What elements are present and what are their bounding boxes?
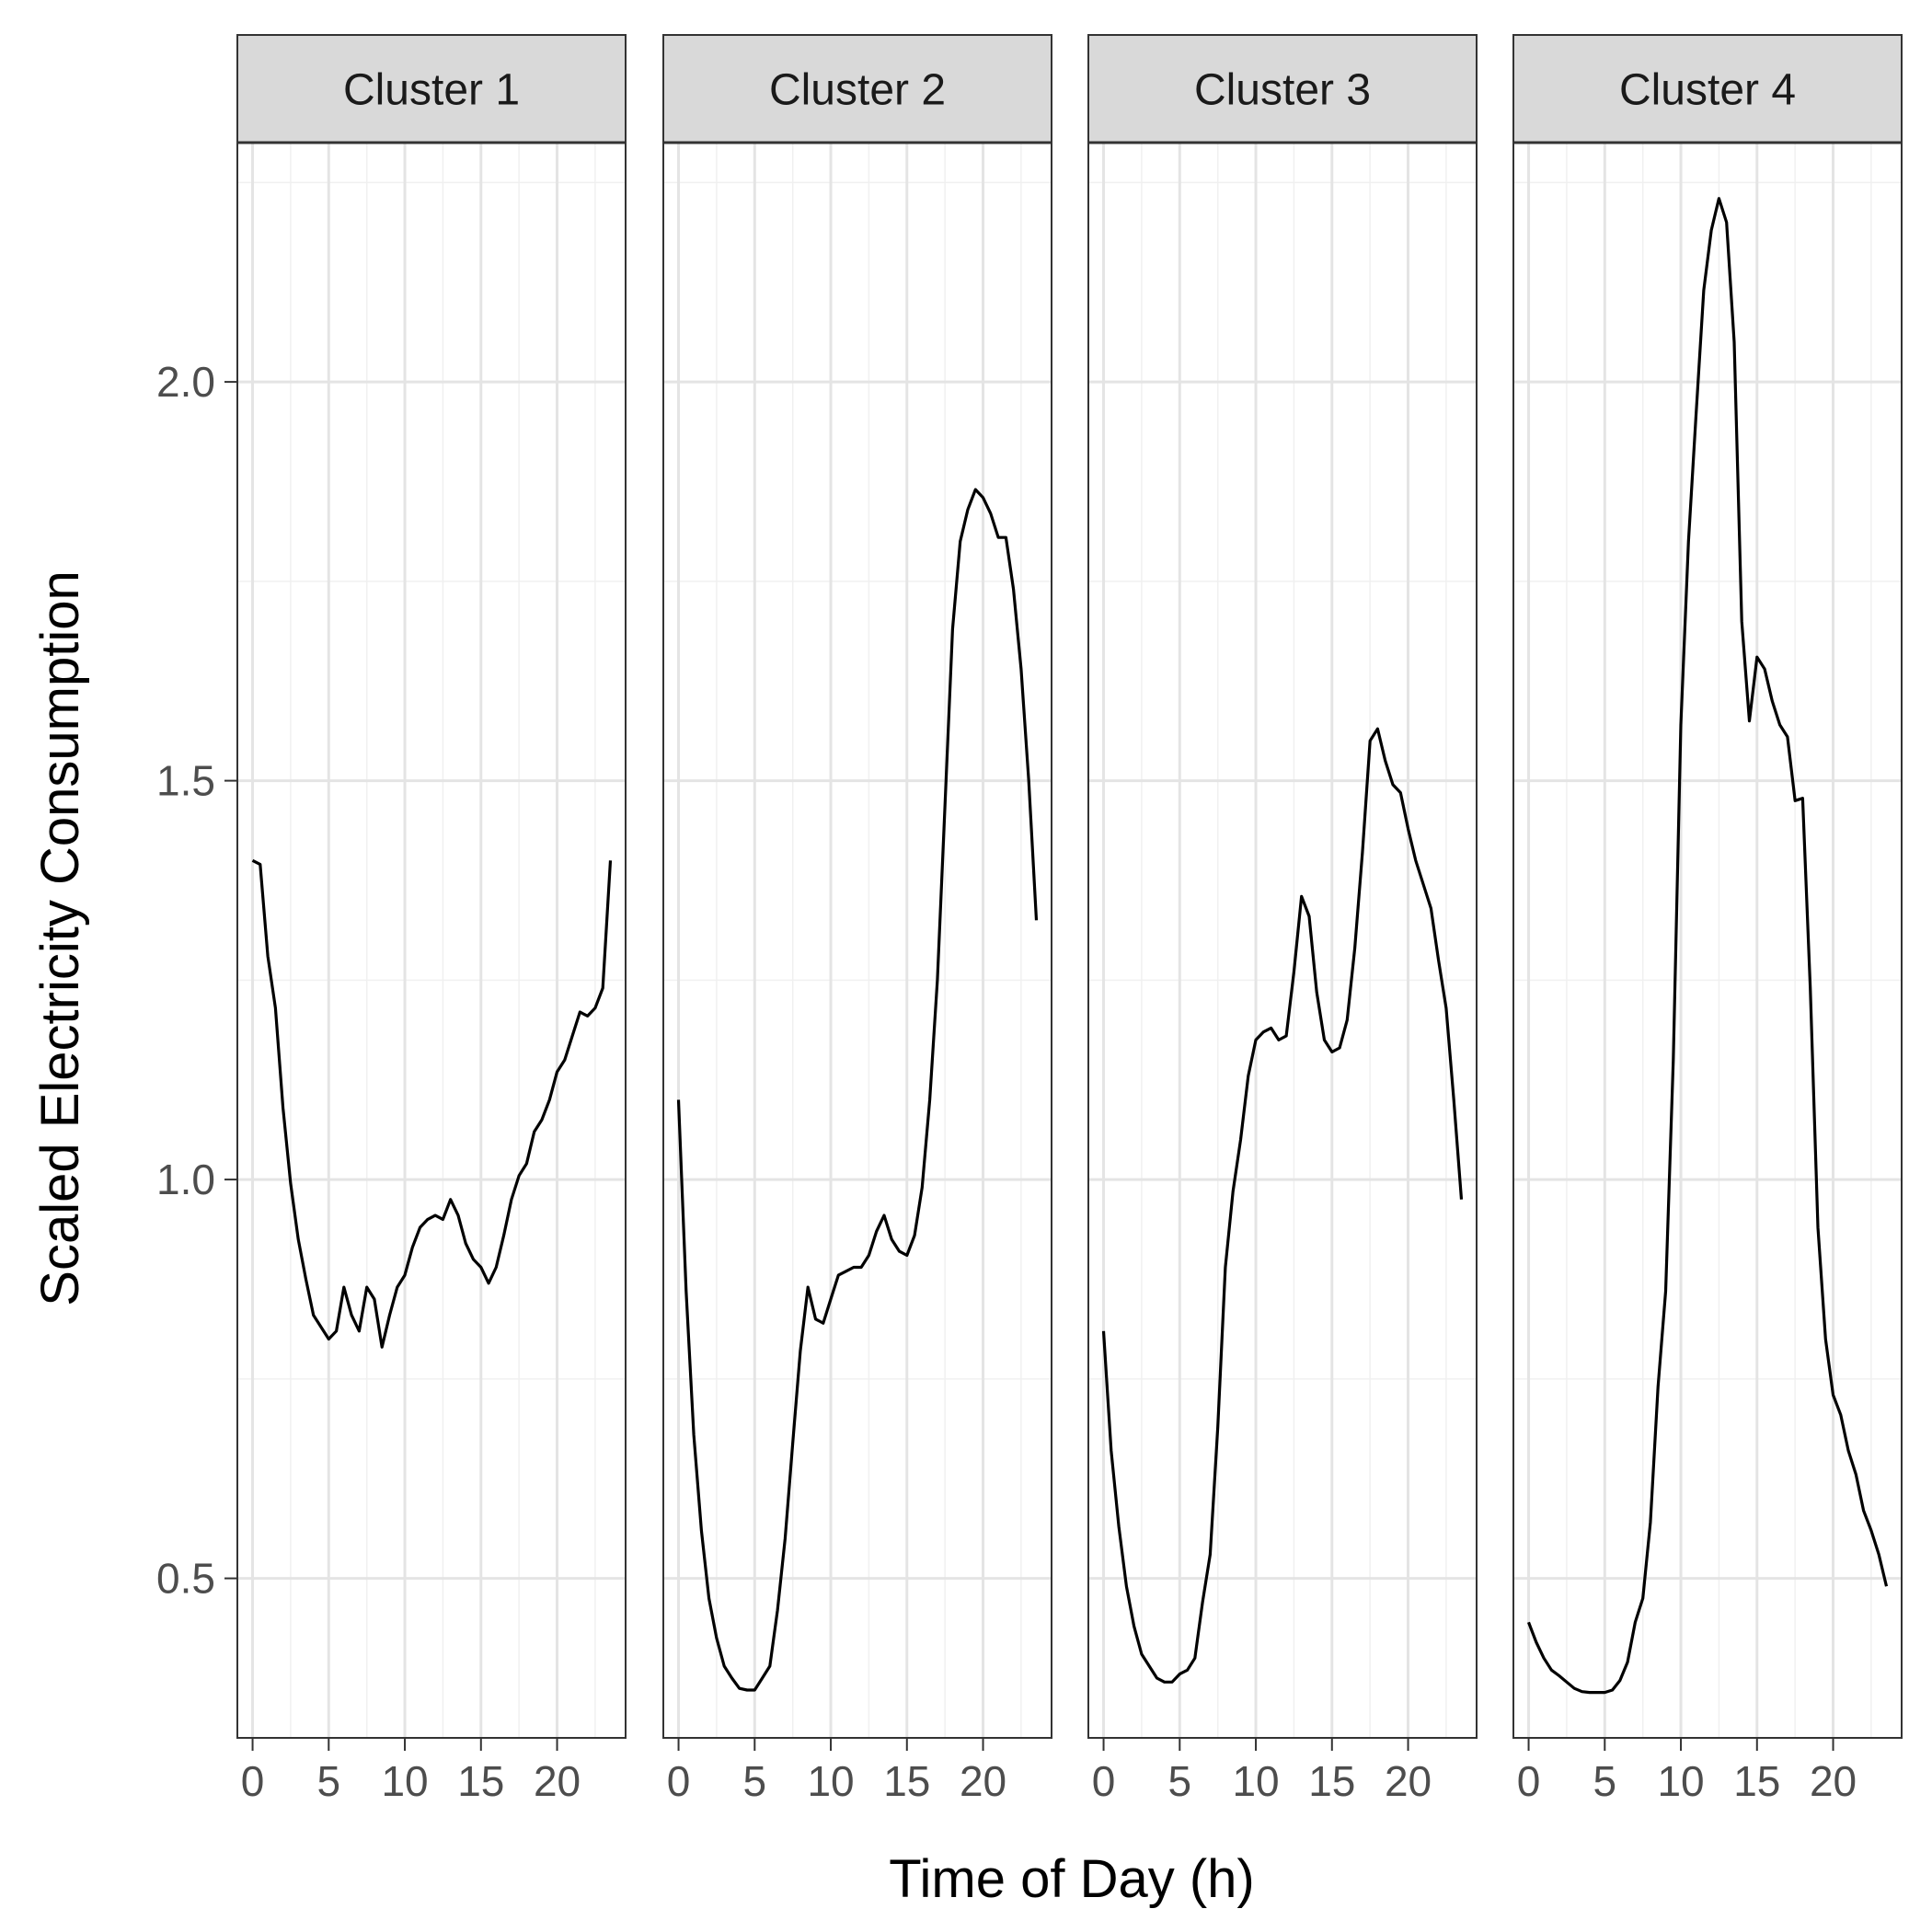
x-tick-label: 5 — [1593, 1757, 1616, 1805]
y-tick-label: 1.0 — [156, 1156, 215, 1203]
facet-strip — [662, 34, 1052, 144]
x-tick-label: 5 — [742, 1757, 766, 1805]
facet-strip — [236, 34, 627, 144]
y-axis-title: Scaled Electricity Consumption — [30, 570, 90, 1305]
x-tick-label: 0 — [241, 1757, 265, 1805]
x-tick-label: 10 — [807, 1757, 854, 1805]
panel-cluster-3: Cluster 3 0 5 10 15 20 — [1087, 34, 1478, 1805]
panel-background — [663, 143, 1052, 1738]
x-tick-label: 10 — [1657, 1757, 1704, 1805]
x-tick-label: 15 — [1733, 1757, 1780, 1805]
x-tick-label: 15 — [457, 1757, 504, 1805]
y-tick-label: 1.5 — [156, 757, 215, 805]
strip-label: Cluster 1 — [343, 66, 520, 115]
y-axis: 0.5 1.0 1.5 2.0 — [156, 358, 237, 1603]
facet-panels: 0.5 1.0 1.5 2.0 Cluster 1 0 5 10 15 20 Cluster 2 0 5… — [156, 34, 1903, 1805]
panel-background — [1513, 143, 1902, 1738]
x-tick-label: 20 — [1385, 1757, 1432, 1805]
x-tick-label: 20 — [534, 1757, 581, 1805]
strip-label: Cluster 3 — [1194, 66, 1371, 115]
strip-label: Cluster 4 — [1619, 66, 1796, 115]
series-line-cluster-4 — [1527, 197, 1889, 1695]
x-tick-label: 15 — [883, 1757, 930, 1805]
x-axis-title: Time of Day (h) — [889, 1849, 1254, 1909]
x-tick-label: 10 — [1232, 1757, 1279, 1805]
x-tick-label: 15 — [1308, 1757, 1355, 1805]
panel-cluster-4: Cluster 4 0 5 10 15 20 — [1512, 34, 1903, 1805]
strip-label: Cluster 2 — [769, 66, 946, 115]
x-tick-label: 5 — [316, 1757, 340, 1805]
x-tick-label: 5 — [1167, 1757, 1191, 1805]
panel-background — [1088, 143, 1477, 1738]
facet-strip — [1087, 34, 1478, 144]
y-tick-label: 0.5 — [156, 1555, 215, 1603]
x-tick-label: 0 — [1092, 1757, 1116, 1805]
y-tick-label: 2.0 — [156, 358, 215, 406]
panel-cluster-2: Cluster 2 0 5 10 15 20 — [662, 34, 1052, 1805]
series-line-cluster-3 — [1101, 727, 1464, 1684]
x-tick-label: 0 — [1517, 1757, 1541, 1805]
panel-background — [237, 143, 626, 1738]
series-line-cluster-2 — [676, 488, 1039, 1692]
x-tick-label: 20 — [1810, 1757, 1857, 1805]
x-tick-label: 20 — [960, 1757, 1006, 1805]
panel-cluster-1: Cluster 1 0 5 10 15 20 — [236, 34, 627, 1805]
series-line-cluster-1 — [251, 858, 613, 1349]
x-tick-label: 10 — [381, 1757, 428, 1805]
x-tick-label: 0 — [667, 1757, 691, 1805]
